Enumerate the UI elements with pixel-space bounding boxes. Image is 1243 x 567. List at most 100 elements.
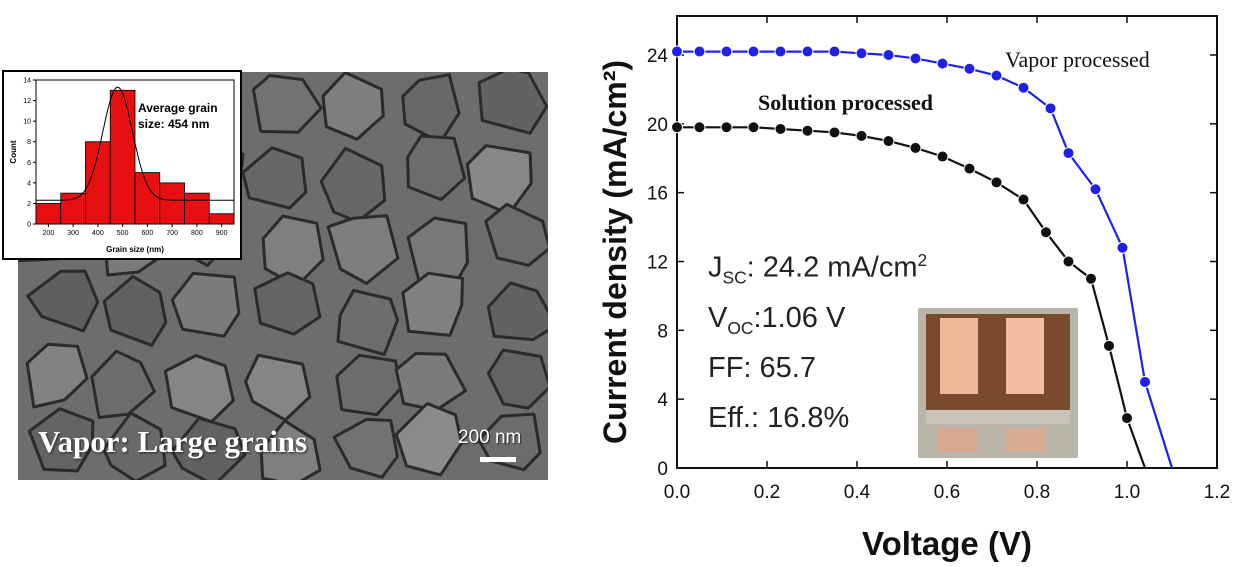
data-point-vapor xyxy=(671,45,683,58)
y-tick-label: 8 xyxy=(657,321,668,342)
histogram-xtick-label: 800 xyxy=(191,230,203,237)
y-axis-label: Current density (mA/cm²) xyxy=(597,60,633,444)
histogram-xtick-label: 600 xyxy=(142,230,154,237)
histogram-xtick-label: 200 xyxy=(43,230,55,237)
series-label-vapor: Vapor processed xyxy=(1005,47,1150,72)
x-tick-label: 1.2 xyxy=(1204,482,1230,503)
sem-grain xyxy=(486,281,548,342)
sem-grain xyxy=(26,269,100,333)
y-tick-label: 16 xyxy=(647,184,668,205)
x-tick-label: 0.2 xyxy=(754,482,780,503)
data-point-vapor xyxy=(963,62,976,75)
data-point-vapor xyxy=(882,49,895,61)
device-photo xyxy=(918,308,1078,458)
histogram-xtick-label: 900 xyxy=(216,230,228,237)
data-point-solution xyxy=(1017,193,1030,206)
data-point-solution xyxy=(774,122,787,135)
voc-label: V xyxy=(708,302,728,334)
data-point-solution xyxy=(1062,255,1075,268)
data-point-solution xyxy=(828,126,841,139)
sem-grain xyxy=(25,342,89,409)
voc-subscript: OC xyxy=(727,317,754,338)
data-point-vapor xyxy=(801,45,814,58)
data-point-vapor xyxy=(1116,241,1129,254)
histogram-bar xyxy=(109,89,136,225)
histogram-ytick-label: 12 xyxy=(23,98,31,105)
data-point-vapor xyxy=(693,45,706,58)
grain-size-histogram-inset: 0 2 4 6 8 10 12 14 200 300 400 500 600 700 800 900 Grain… xyxy=(2,70,242,260)
data-point-vapor xyxy=(936,57,949,70)
data-point-vapor xyxy=(1062,147,1075,160)
jsc-label: J xyxy=(708,251,723,284)
sem-grain xyxy=(102,411,167,480)
data-point-solution xyxy=(882,135,895,148)
histogram-ytick-label: 14 xyxy=(23,78,31,85)
x-tick-label: 0.0 xyxy=(664,482,690,503)
data-point-solution xyxy=(1121,412,1133,425)
scale-bar xyxy=(480,457,516,462)
sem-grain xyxy=(321,72,385,141)
sem-grain xyxy=(477,412,542,472)
data-point-solution xyxy=(801,124,814,137)
data-point-solution xyxy=(963,162,976,175)
sem-grain xyxy=(251,74,323,134)
data-point-solution xyxy=(1103,339,1115,352)
histogram-xtick-label: 400 xyxy=(92,230,104,237)
data-point-vapor xyxy=(990,69,1003,82)
data-point-solution xyxy=(671,121,683,134)
data-point-vapor xyxy=(1017,81,1030,94)
sem-grain xyxy=(401,271,464,337)
data-point-solution xyxy=(855,129,868,142)
sem-caption: Vapor: Large grains xyxy=(38,424,308,459)
data-point-solution xyxy=(936,150,949,163)
sem-grain xyxy=(27,407,95,473)
histogram-ytick-label: 10 xyxy=(23,119,31,126)
data-point-vapor xyxy=(720,45,733,58)
device-pad-left xyxy=(938,428,978,452)
scale-bar-label: 200 nm xyxy=(458,427,522,448)
data-point-solution xyxy=(720,121,733,134)
jsc-superscript: 2 xyxy=(917,250,928,270)
data-point-solution xyxy=(747,121,760,134)
histogram-bar xyxy=(60,192,86,225)
histogram-ytick-label: 0 xyxy=(27,222,31,229)
sem-grain xyxy=(335,353,403,417)
sem-grain xyxy=(170,271,241,338)
jsc-stat: JSC: 24.2 mA/cm2 xyxy=(708,250,927,288)
voc-value: :1.06 V xyxy=(753,302,846,334)
data-point-vapor xyxy=(909,52,922,65)
histogram-ytick-label: 8 xyxy=(27,139,31,146)
eff-stat: Eff.: 16.8% xyxy=(708,402,850,434)
histogram-ytick-label: 4 xyxy=(27,180,31,187)
ff-stat: FF: 65.7 xyxy=(708,352,816,384)
data-point-vapor xyxy=(1089,183,1102,196)
sem-grain xyxy=(170,416,247,480)
device-pad-right xyxy=(1006,428,1046,452)
histogram-ytick-label: 2 xyxy=(27,201,31,208)
histogram-annotation-line1: Average grain xyxy=(138,101,218,115)
data-point-vapor xyxy=(1044,102,1057,115)
x-tick-label: 0.4 xyxy=(844,482,871,503)
data-point-vapor xyxy=(855,47,868,60)
histogram-xlabel: Grain size (nm) xyxy=(106,245,164,254)
sem-grain xyxy=(259,419,322,480)
histogram-ytick-label: 6 xyxy=(27,160,31,167)
sem-grain xyxy=(332,417,399,479)
data-point-solution xyxy=(1085,272,1097,285)
y-tick-label: 20 xyxy=(647,115,668,136)
sem-grain xyxy=(253,271,322,336)
data-point-vapor xyxy=(747,45,760,58)
data-point-solution xyxy=(990,176,1003,189)
histogram-bar xyxy=(184,192,210,225)
y-tick-label: 4 xyxy=(657,390,668,411)
histogram-xtick-label: 700 xyxy=(166,230,178,237)
histogram-xtick-label: 500 xyxy=(117,230,129,237)
histogram-fit-curve xyxy=(36,86,234,201)
data-point-solution xyxy=(909,141,922,154)
sem-grain xyxy=(394,402,464,477)
data-point-solution xyxy=(1040,226,1052,239)
data-point-vapor xyxy=(828,45,841,58)
histogram-xtick-label: 300 xyxy=(67,230,79,237)
data-point-vapor xyxy=(1139,375,1151,388)
grain-size-histogram: 0 2 4 6 8 10 12 14 200 300 400 500 600 700 800 900 Grain… xyxy=(9,78,235,254)
